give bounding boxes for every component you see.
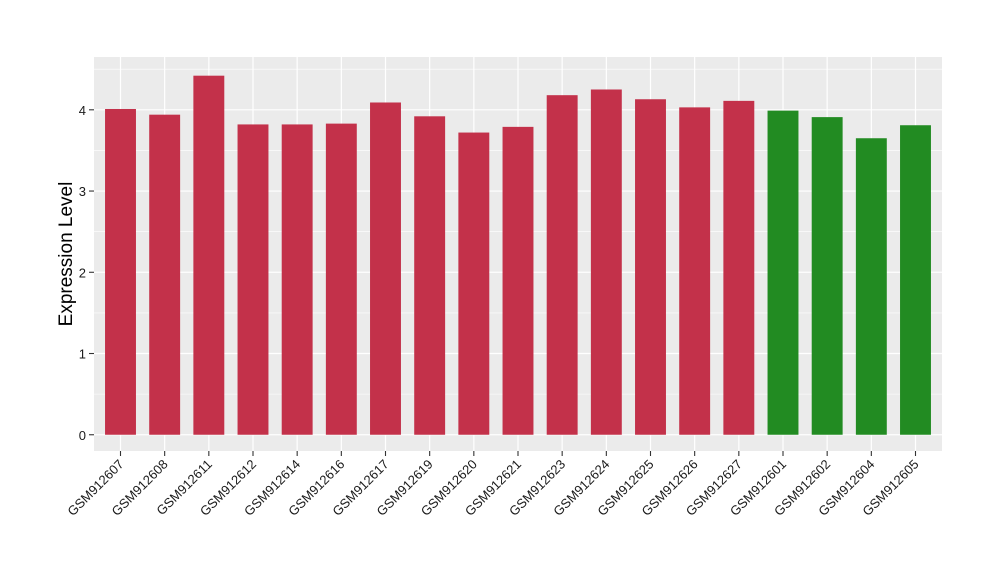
bar-GSM912607	[105, 108, 136, 435]
y-tick-label: 1	[79, 347, 86, 362]
x-axis: GSM912607GSM912608GSM912611GSM912612GSM9…	[64, 451, 922, 519]
bar-GSM912608	[149, 114, 181, 435]
bar-GSM912626	[679, 107, 711, 435]
bar-GSM912621	[502, 126, 534, 435]
y-tick-label: 0	[79, 428, 86, 443]
bar-GSM912604	[855, 138, 887, 435]
bar-GSM912617	[370, 102, 401, 435]
bar-GSM912605	[900, 125, 931, 435]
bar-GSM912624	[590, 89, 622, 435]
bar-GSM912611	[193, 75, 225, 435]
bar-GSM912614	[281, 124, 313, 435]
bar-GSM912601	[767, 110, 799, 435]
bar-GSM912616	[325, 123, 357, 435]
bar-GSM912612	[237, 124, 269, 435]
y-tick-label: 3	[79, 184, 86, 199]
y-axis: 0 1 2 3 4	[79, 103, 94, 443]
y-tick-label: 2	[79, 265, 86, 280]
bar-GSM912602	[811, 117, 843, 435]
bars-group	[105, 75, 931, 435]
bar-GSM912620	[458, 132, 490, 435]
bar-GSM912625	[635, 99, 666, 435]
bar-GSM912619	[414, 116, 446, 435]
bar-GSM912627	[723, 100, 755, 435]
y-tick-label: 4	[79, 103, 86, 118]
y-axis-label: Expression Level	[56, 182, 77, 327]
bar-GSM912623	[546, 95, 578, 435]
